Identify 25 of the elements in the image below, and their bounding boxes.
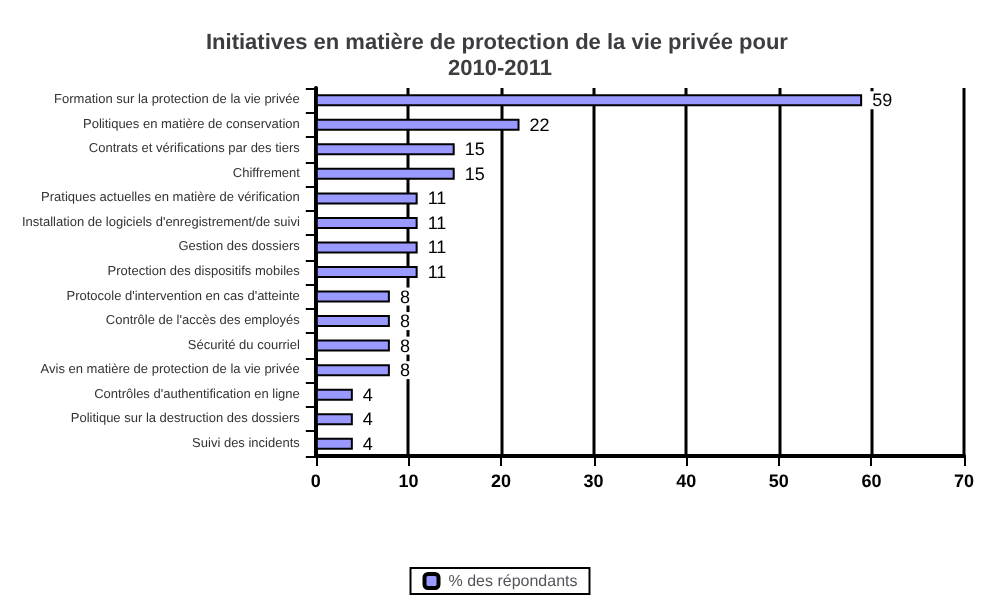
data-label: 11 (427, 212, 447, 233)
data-label: 11 (427, 262, 447, 282)
data-label: 4 (362, 384, 373, 405)
data-label: 8 (399, 311, 410, 332)
data-label: 22 (529, 114, 550, 135)
data-label: 11 (427, 237, 447, 258)
data-label: 11 (427, 188, 447, 209)
data-label: 15 (464, 139, 485, 160)
data-label: 8 (399, 360, 410, 381)
data-label: 4 (362, 409, 373, 430)
x-tick-label: 10 (398, 471, 419, 491)
chart-title: Initiatives en matière de protection de la vie privée pour 2010-2011 (205, 31, 795, 81)
x-tick-label: 60 (861, 471, 882, 491)
legend-label: % des répondants (448, 572, 578, 590)
x-tick-label: 0 (310, 471, 321, 491)
x-tick-label: 20 (490, 471, 512, 491)
data-label: 4 (362, 433, 373, 454)
data-label: 59 (872, 90, 893, 111)
x-tick-label: 70 (953, 471, 975, 491)
x-tick-label: 50 (768, 471, 789, 491)
data-label: 15 (464, 163, 485, 184)
x-tick-label: 40 (676, 471, 697, 491)
x-tick-label: 30 (583, 471, 604, 491)
data-label: 8 (399, 335, 410, 356)
data-label: 8 (399, 286, 410, 307)
